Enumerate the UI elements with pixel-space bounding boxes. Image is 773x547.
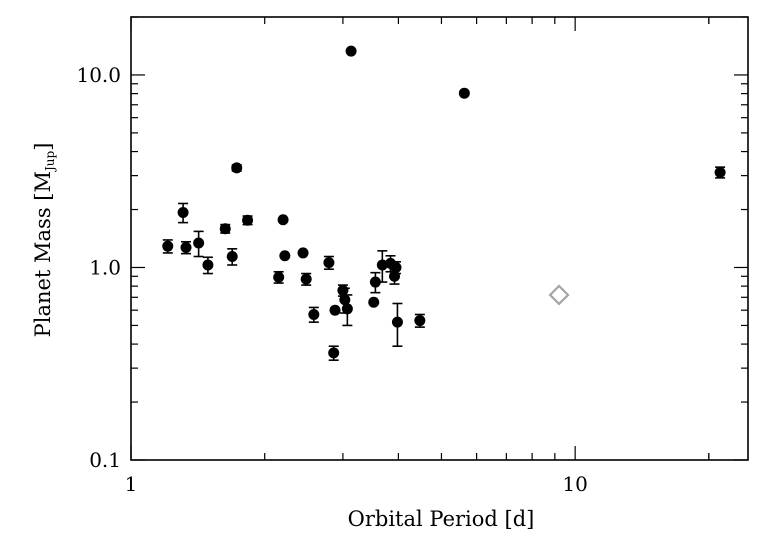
x-tick-label: 1 bbox=[125, 472, 138, 496]
data-point bbox=[390, 261, 402, 273]
plot-frame bbox=[130, 16, 749, 461]
y-tick-label: 10.0 bbox=[76, 63, 121, 87]
x-tick-label: 10 bbox=[562, 472, 587, 496]
data-point bbox=[180, 241, 192, 253]
data-point bbox=[323, 257, 335, 269]
y-axis-title-sub: Jup bbox=[43, 150, 57, 173]
data-point bbox=[337, 284, 349, 296]
data-point bbox=[279, 250, 291, 262]
data-point bbox=[193, 237, 205, 249]
data-point bbox=[328, 347, 340, 359]
data-point bbox=[368, 296, 380, 308]
data-point bbox=[391, 316, 403, 328]
x-axis-title: Orbital Period [d] bbox=[348, 507, 535, 531]
data-point bbox=[345, 45, 357, 57]
data-point bbox=[300, 273, 312, 285]
y-tick-label: 1.0 bbox=[89, 255, 121, 279]
data-point bbox=[242, 214, 254, 226]
data-point bbox=[308, 308, 320, 320]
y-axis-title: Planet Mass [MJup] bbox=[31, 143, 57, 338]
error-bars bbox=[162, 164, 726, 361]
data-point bbox=[277, 214, 289, 226]
data-point bbox=[389, 270, 401, 282]
data-point bbox=[231, 162, 243, 174]
data-point bbox=[714, 166, 726, 178]
data-point bbox=[297, 247, 309, 259]
data-point bbox=[177, 207, 189, 219]
data-point bbox=[226, 251, 238, 263]
data-point bbox=[329, 304, 341, 316]
axis-ticks bbox=[130, 16, 748, 461]
data-point-open-diamond bbox=[548, 284, 570, 306]
data-point bbox=[369, 276, 381, 288]
y-tick-label: 0.1 bbox=[89, 448, 121, 472]
y-axis-title-main: Planet Mass [M bbox=[31, 171, 55, 337]
data-points bbox=[162, 45, 726, 359]
data-point bbox=[162, 240, 174, 252]
data-point bbox=[219, 223, 231, 235]
y-axis-title-close: ] bbox=[31, 143, 55, 151]
data-point bbox=[339, 294, 351, 306]
data-point bbox=[273, 271, 285, 283]
tick-labels: 1 10 0.1 1.0 10.0 bbox=[76, 63, 587, 496]
data-point bbox=[202, 259, 214, 271]
data-point bbox=[414, 315, 426, 327]
data-point bbox=[341, 303, 353, 315]
data-point bbox=[376, 259, 388, 271]
data-point bbox=[458, 87, 470, 99]
